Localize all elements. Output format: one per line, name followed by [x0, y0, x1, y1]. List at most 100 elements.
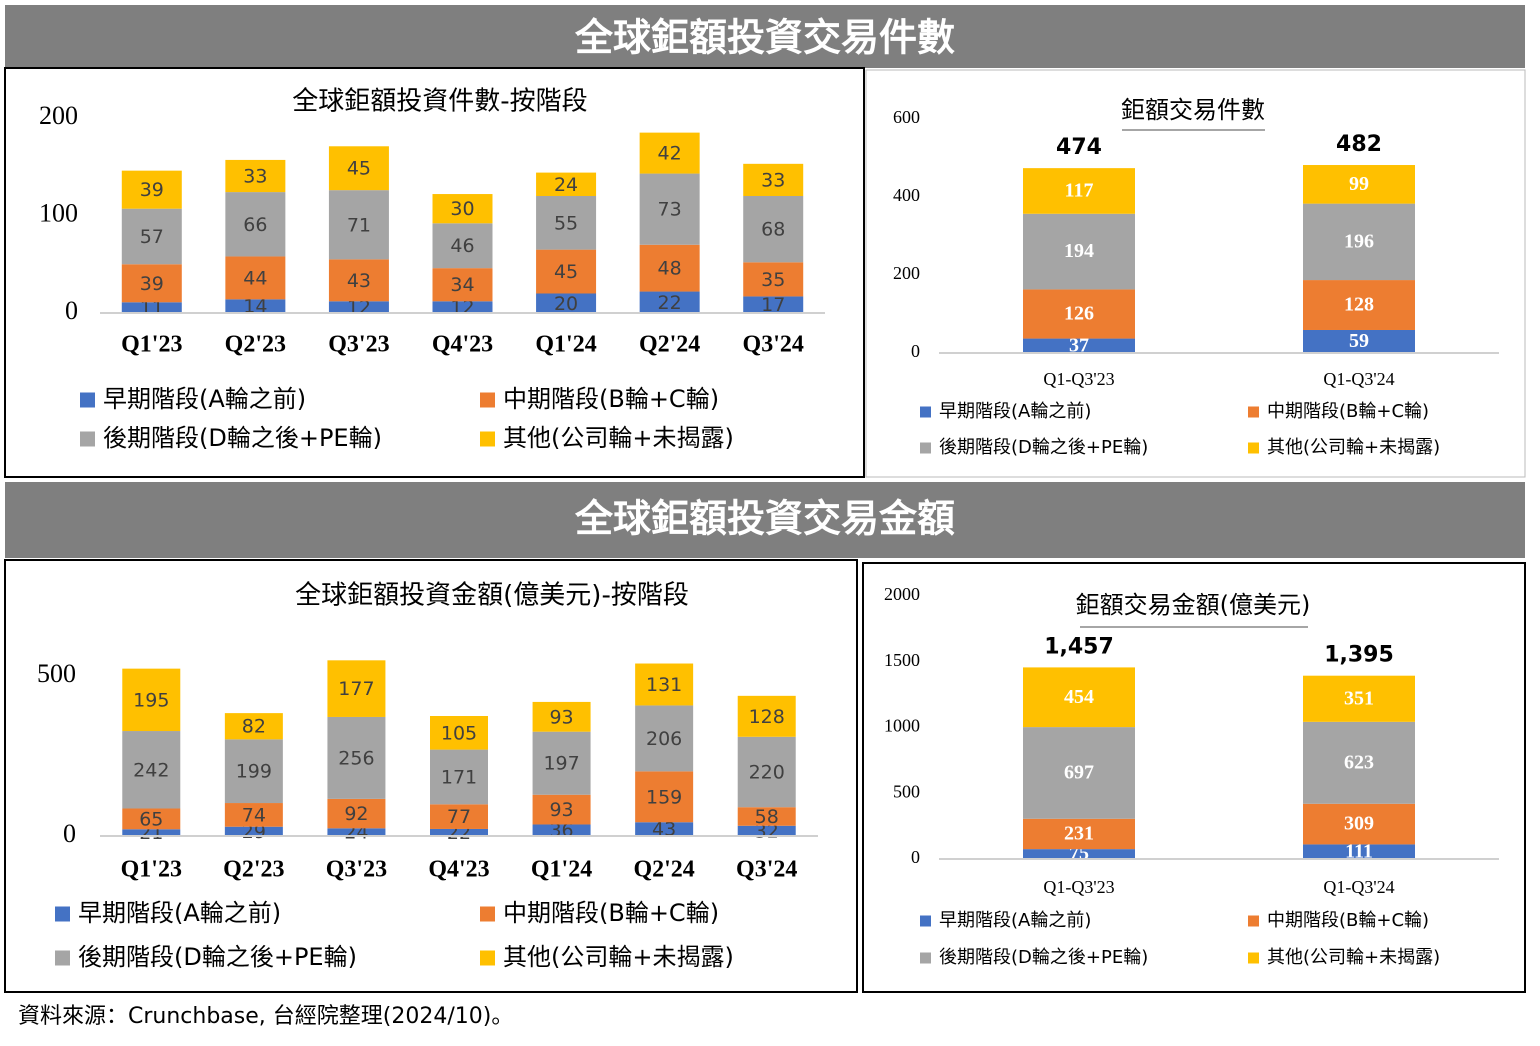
bar-segment: [536, 172, 597, 196]
banner-title: 全球鉅額投資交易金額: [574, 497, 955, 541]
x-tick-label: Q2'24: [639, 332, 700, 358]
bar-segment: [122, 829, 181, 836]
bar-segment: [430, 749, 488, 805]
bar-segment: [328, 259, 389, 302]
y-tick-label: 0: [911, 847, 920, 867]
bar-segment: [639, 173, 700, 245]
bar-segment: [1303, 165, 1415, 204]
value-label: 46: [450, 235, 474, 257]
value-label: 197: [543, 753, 579, 775]
value-label: 66: [243, 214, 267, 236]
bar-segment: [532, 794, 591, 825]
value-label: 45: [554, 261, 578, 283]
total-label: 474: [1056, 135, 1102, 160]
value-label: 99: [1349, 173, 1369, 195]
bar-segment: [122, 731, 181, 809]
value-label: 74: [242, 804, 266, 826]
legend-swatch: [480, 431, 495, 447]
banner: [5, 482, 1525, 558]
bar-segment: [536, 196, 597, 250]
x-tick-label: Q1-Q3'24: [1323, 877, 1394, 897]
banner: [5, 5, 1525, 68]
bar-segment: [430, 716, 488, 750]
value-label: 77: [447, 806, 471, 828]
value-label: 231: [1064, 823, 1094, 845]
bar-segment: [743, 196, 804, 263]
legend-swatch: [1248, 952, 1259, 964]
bar-segment: [737, 736, 796, 808]
y-tick-label: 1000: [884, 716, 920, 736]
legend-label: 早期階段(A輪之前): [939, 910, 1091, 931]
value-label: 128: [1344, 294, 1374, 316]
bar-segment: [121, 302, 182, 313]
bar-segment: [737, 825, 796, 836]
bar-segment: [224, 713, 283, 740]
bar-segment: [1303, 675, 1415, 722]
bar-segment: [1303, 844, 1415, 859]
value-label: 44: [243, 267, 267, 289]
value-label: 351: [1344, 687, 1374, 709]
legend-label: 其他(公司輪+未揭露): [1267, 947, 1440, 968]
bar-segment: [1023, 667, 1135, 728]
value-label: 37: [1069, 334, 1089, 356]
legend-label: 中期階段(B輪+C輪): [1267, 401, 1429, 422]
bar-segment: [532, 731, 591, 795]
y-tick-label: 0: [65, 296, 78, 325]
bar-segment: [737, 695, 796, 737]
bar-segment: [121, 264, 182, 303]
bar-segment: [121, 170, 182, 209]
legend-swatch: [920, 442, 931, 454]
x-tick-label: Q1'23: [121, 332, 182, 358]
legend-swatch: [920, 952, 931, 964]
x-tick-label: Q1-Q3'23: [1043, 877, 1114, 897]
x-tick-label: Q2'23: [225, 332, 286, 358]
value-label: 128: [749, 706, 785, 728]
x-tick-label: Q3'23: [328, 332, 389, 358]
bar-segment: [224, 803, 283, 827]
bar-segment: [1023, 818, 1135, 850]
value-label: 242: [133, 759, 169, 781]
value-label: 159: [646, 786, 682, 808]
legend-swatch: [920, 915, 931, 927]
bar-segment: [430, 804, 488, 829]
bar-segment: [743, 296, 804, 313]
bar-segment: [639, 244, 700, 292]
bar-segment: [224, 826, 283, 836]
legend-label: 早期階段(A輪之前): [78, 899, 281, 927]
value-label: 177: [338, 678, 374, 700]
bar-segment: [432, 301, 493, 313]
legend-label: 早期階段(A輪之前): [103, 385, 306, 413]
value-label: 105: [441, 722, 477, 744]
bar-segment: [536, 293, 597, 313]
legend-label: 其他(公司輪+未揭露): [503, 424, 734, 452]
legend-label: 早期階段(A輪之前): [939, 401, 1091, 422]
legend-swatch: [55, 950, 70, 966]
bar-segment: [122, 808, 181, 830]
bar-segment: [532, 701, 591, 732]
value-label: 55: [554, 212, 578, 234]
value-label: 131: [646, 674, 682, 696]
value-label: 33: [243, 166, 267, 188]
y-tick-label: 500: [893, 781, 920, 801]
x-tick-label: Q2'23: [223, 857, 284, 883]
bar-segment: [1023, 213, 1135, 290]
value-label: 697: [1064, 762, 1094, 784]
value-label: 199: [236, 761, 272, 783]
legend-swatch: [480, 950, 495, 966]
value-label: 206: [646, 728, 682, 750]
x-tick-label: Q3'24: [743, 332, 804, 358]
bar-segment: [327, 798, 386, 829]
bar-segment: [1023, 849, 1135, 859]
total-label: 1,395: [1324, 643, 1394, 668]
x-tick-label: Q1-Q3'24: [1323, 369, 1394, 389]
value-label: 22: [658, 292, 682, 314]
x-tick-label: Q3'23: [326, 857, 387, 883]
legend-swatch: [55, 906, 70, 922]
bar-segment: [1023, 338, 1135, 353]
x-tick-label: Q4'23: [428, 857, 489, 883]
y-tick-label: 600: [893, 107, 920, 127]
value-label: 454: [1064, 686, 1094, 708]
value-label: 194: [1064, 240, 1094, 262]
bar-segment: [1303, 203, 1415, 281]
